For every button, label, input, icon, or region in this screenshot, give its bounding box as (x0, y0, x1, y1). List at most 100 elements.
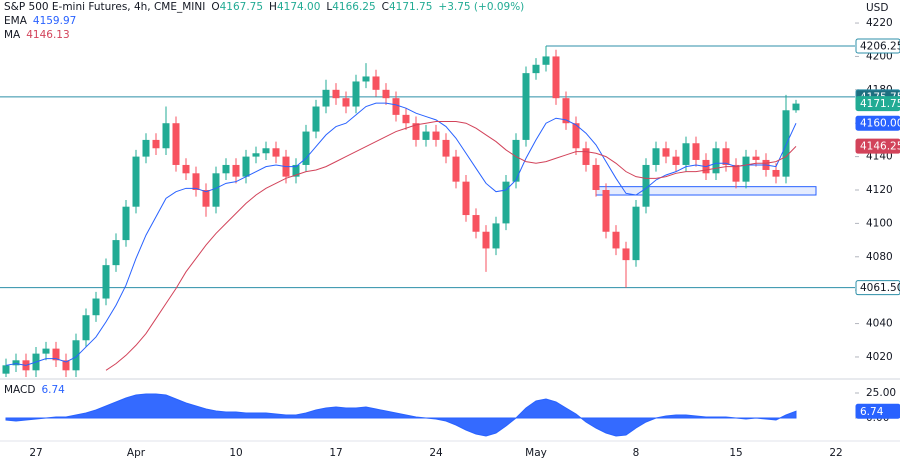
candle-body (152, 139, 160, 149)
candle-body (102, 265, 110, 299)
candle-body (782, 110, 790, 177)
candle-body (482, 231, 490, 249)
x-tick-label: Apr (127, 447, 146, 459)
candle-body (652, 148, 660, 165)
candle-body (472, 215, 480, 232)
candle-body (462, 181, 470, 216)
indicator-line (5, 102, 797, 366)
candle-body (772, 169, 780, 177)
macd-last-label-box (855, 403, 900, 419)
candle-body (172, 123, 180, 165)
legend-name: MA (4, 29, 21, 41)
candle-body (92, 298, 100, 316)
candle-body (252, 153, 260, 157)
ohlc-label: O (211, 1, 220, 13)
header-row: S&P 500 E-mini Futures, 4h, CME_MINI O 416… (4, 0, 524, 14)
legend-name: EMA (4, 15, 27, 27)
candle-body (562, 98, 570, 124)
symbol-title: S&P 500 E-mini Futures, 4h, CME_MINI (4, 1, 206, 13)
candle-body (522, 73, 530, 140)
candle-body (132, 156, 140, 207)
candle-body (202, 190, 210, 207)
candle-body (632, 206, 640, 261)
candle-body (422, 131, 430, 140)
series-last-label-box (855, 138, 900, 154)
candle-body (72, 340, 80, 371)
candle-body (82, 315, 90, 341)
candle-body (322, 89, 330, 107)
legend-name: MACD (4, 384, 36, 396)
level-label: 4061.50 (860, 282, 900, 294)
candle-body (192, 173, 200, 191)
macd-pane (5, 393, 797, 437)
candle-body (432, 131, 440, 140)
candle-body (222, 164, 230, 174)
candle-body (62, 360, 70, 371)
candle-body (162, 123, 170, 149)
ohlc-value: 4166.25 (332, 1, 376, 13)
candle-body (552, 56, 560, 99)
candle-body (232, 164, 240, 177)
x-tick-label: 24 (429, 447, 443, 459)
series-last-label: 4146.25 (860, 141, 900, 153)
y-tick-label: 4040 (866, 318, 893, 330)
candle-body (512, 139, 520, 182)
x-tick-label: 22 (829, 447, 842, 459)
candle-body (602, 190, 610, 232)
price-pane (0, 45, 855, 377)
series-last-label-box (855, 115, 900, 131)
header-row: MA 4146.13 (4, 28, 70, 42)
candle-body (42, 348, 50, 354)
x-tick-label: 17 (329, 447, 342, 459)
candle-body (732, 164, 740, 182)
candle-body (712, 148, 720, 174)
y-tick-label: 4220 (866, 17, 893, 29)
candle-body (682, 143, 690, 165)
x-tick-label: 8 (633, 447, 640, 459)
ohlc-label: C (381, 1, 389, 13)
candle-body (342, 98, 350, 107)
candle-body (492, 223, 500, 249)
candle-body (592, 164, 600, 191)
candle-body (112, 240, 120, 266)
candle-body (412, 123, 420, 140)
x-tick-label: 15 (729, 447, 742, 459)
ohlc-value: 4174.00 (276, 1, 321, 13)
candle-body (142, 139, 150, 157)
candle-body (332, 89, 340, 99)
candle-body (392, 98, 400, 115)
x-tick-label: 27 (29, 447, 42, 459)
change-value: +3.75 (+0.09%) (438, 1, 525, 13)
candle-body (612, 231, 620, 249)
ohlc-label: L (326, 1, 333, 13)
candle-body (272, 148, 280, 157)
ohlc-value: 4171.75 (389, 1, 433, 13)
series-last-label: 4160.00 (860, 118, 900, 130)
macd-area (5, 393, 797, 437)
last-price-label-box (855, 96, 900, 112)
candle-body (452, 156, 460, 182)
candle-body (542, 56, 550, 65)
candle-body (532, 64, 540, 74)
ohlc-label: H (269, 1, 277, 13)
candle-body (372, 76, 380, 90)
level-label: 4206.25 (860, 40, 900, 52)
last-price-label: 4171.75 (860, 98, 900, 110)
candle-body (12, 360, 20, 366)
level-label-box (855, 38, 900, 54)
candle-body (752, 156, 760, 160)
candle-body (382, 89, 390, 99)
header-row: MACD 6.74 (4, 383, 65, 397)
legend-value: 6.74 (41, 384, 65, 396)
currency-label: USD (866, 2, 888, 14)
y-tick-label: 4120 (866, 184, 893, 196)
candle-body (262, 148, 270, 154)
header-row: EMA 4159.97 (4, 14, 76, 28)
legend-value: 4146.13 (26, 29, 70, 41)
y-tick-label: 4080 (866, 251, 893, 263)
candle-body (582, 148, 590, 165)
candle-body (242, 156, 250, 177)
candle-body (792, 103, 800, 111)
candle-body (742, 156, 750, 182)
